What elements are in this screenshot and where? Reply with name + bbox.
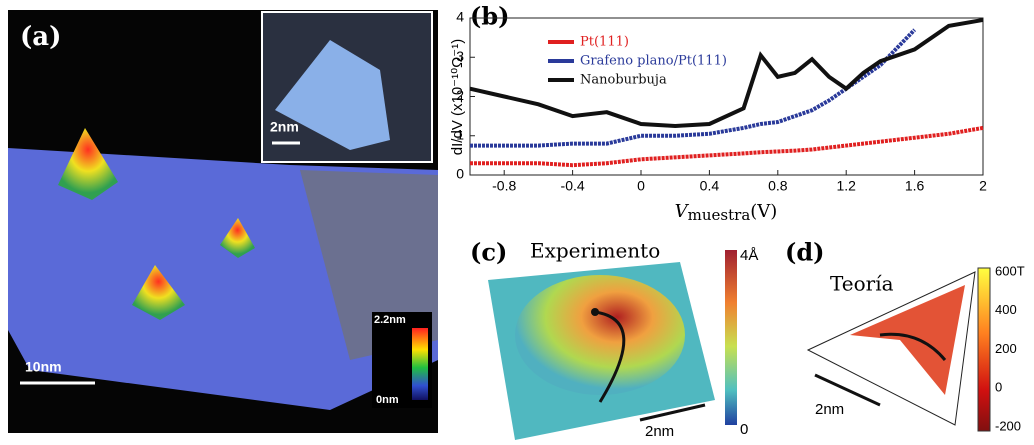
panel-label: (a) [20, 22, 61, 52]
trajectory-start [591, 308, 599, 316]
x-axis-label: Vmuestra(V) [675, 201, 778, 224]
x-label-unit: (V) [750, 201, 777, 222]
x-tick-label: -0.4 [561, 178, 585, 194]
map-blob [515, 275, 685, 395]
panel-label: (b) [470, 2, 510, 31]
x-tick-label: 1.6 [905, 178, 925, 194]
legend-label: Pt(111) [580, 35, 629, 50]
scale-label: 10nm [25, 359, 62, 375]
colorbar-label: 0nm [376, 394, 399, 406]
panel-label: (d) [785, 238, 825, 267]
colorbar-tick-label: 0 [995, 380, 1002, 395]
colorbar-label: 0 [740, 421, 748, 438]
colorbar-tick-label: -200 [995, 418, 1021, 433]
legend-label: Grafeno plano/Pt(111) [580, 54, 727, 69]
x-tick-label: 0.4 [700, 178, 720, 194]
colorbar-label: 4Å [740, 247, 758, 264]
panel-label: (c) [470, 238, 507, 267]
y-tick-label: 1 [456, 126, 464, 142]
inset-scale: 2nm [270, 119, 299, 135]
x-label-subscript: muestra [688, 206, 751, 224]
colorbar-tick-label: 400 [995, 302, 1017, 317]
plot-frame [470, 18, 983, 175]
x-tick-label: 0.8 [768, 178, 788, 194]
x-tick-label: -0.8 [492, 178, 516, 194]
colorbar [725, 250, 737, 425]
legend-label: Nanoburbuja [580, 73, 667, 88]
y-tick-label: 0 [456, 166, 464, 182]
panel-title: Experimento [530, 239, 660, 263]
figure: 2nm (a) 10nm 2.2nm 0nm (b) dI/dV (x10⁻¹⁰… [0, 0, 1034, 445]
y-tick-label: 4 [456, 9, 464, 25]
scale-label: 2nm [645, 423, 674, 440]
colorbar [978, 268, 990, 431]
y-tick-label: 3 [456, 48, 464, 64]
y-tick-label: 2 [456, 87, 464, 103]
colorbar-label: 2.2nm [374, 314, 406, 326]
panel-title: Teoría [830, 272, 894, 296]
colorbar [412, 328, 428, 400]
x-tick-label: 0 [637, 178, 645, 194]
scale-label: 2nm [815, 401, 844, 418]
colorbar-tick-label: 200 [995, 341, 1017, 356]
x-tick-label: 2 [979, 178, 987, 194]
colorbar-tick-label: 600T [995, 263, 1025, 278]
figure-svg: 2nm (a) 10nm 2.2nm 0nm (b) dI/dV (x10⁻¹⁰… [0, 0, 1034, 445]
x-tick-label: 1.2 [836, 178, 856, 194]
